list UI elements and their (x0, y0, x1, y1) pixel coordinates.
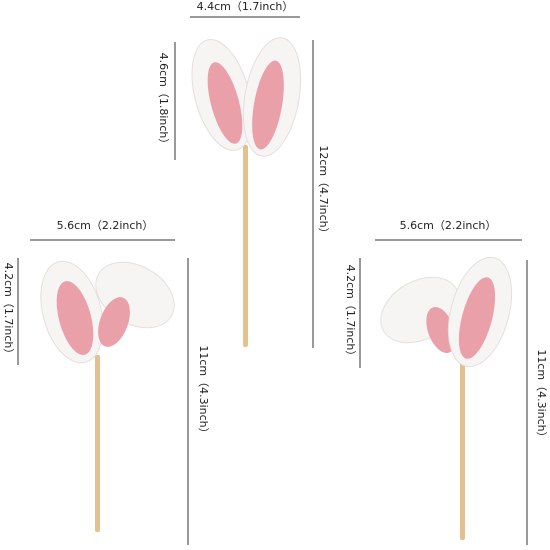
stick (95, 355, 100, 532)
stick (460, 360, 465, 540)
ear-inner (207, 62, 243, 144)
bunny-right (380, 256, 513, 540)
dimension-label: 4.2cm（1.7inch） (344, 265, 357, 362)
stick (243, 145, 248, 347)
ear-inner (56, 281, 94, 355)
bunny-left (40, 260, 175, 532)
dimension-label: 4.2cm（1.7inch） (2, 263, 15, 360)
ear-inner (458, 277, 496, 359)
dimension-label: 5.6cm（2.2inch） (57, 219, 154, 232)
ear-inner (98, 297, 130, 347)
dimension-label: 4.4cm（1.7inch） (197, 0, 294, 13)
dimension-label: 5.6cm（2.2inch） (400, 219, 497, 232)
dimension-label: 4.6cm（1.8inch） (157, 53, 170, 150)
bunny-top (191, 37, 302, 347)
ear-inner (426, 307, 456, 353)
dimension-label: 11cm（4.3inch） (535, 349, 548, 442)
dimension-label: 12cm（4.7inch） (317, 145, 330, 238)
ear-inner (252, 60, 284, 150)
dimension-label: 11cm（4.3inch） (197, 345, 210, 438)
